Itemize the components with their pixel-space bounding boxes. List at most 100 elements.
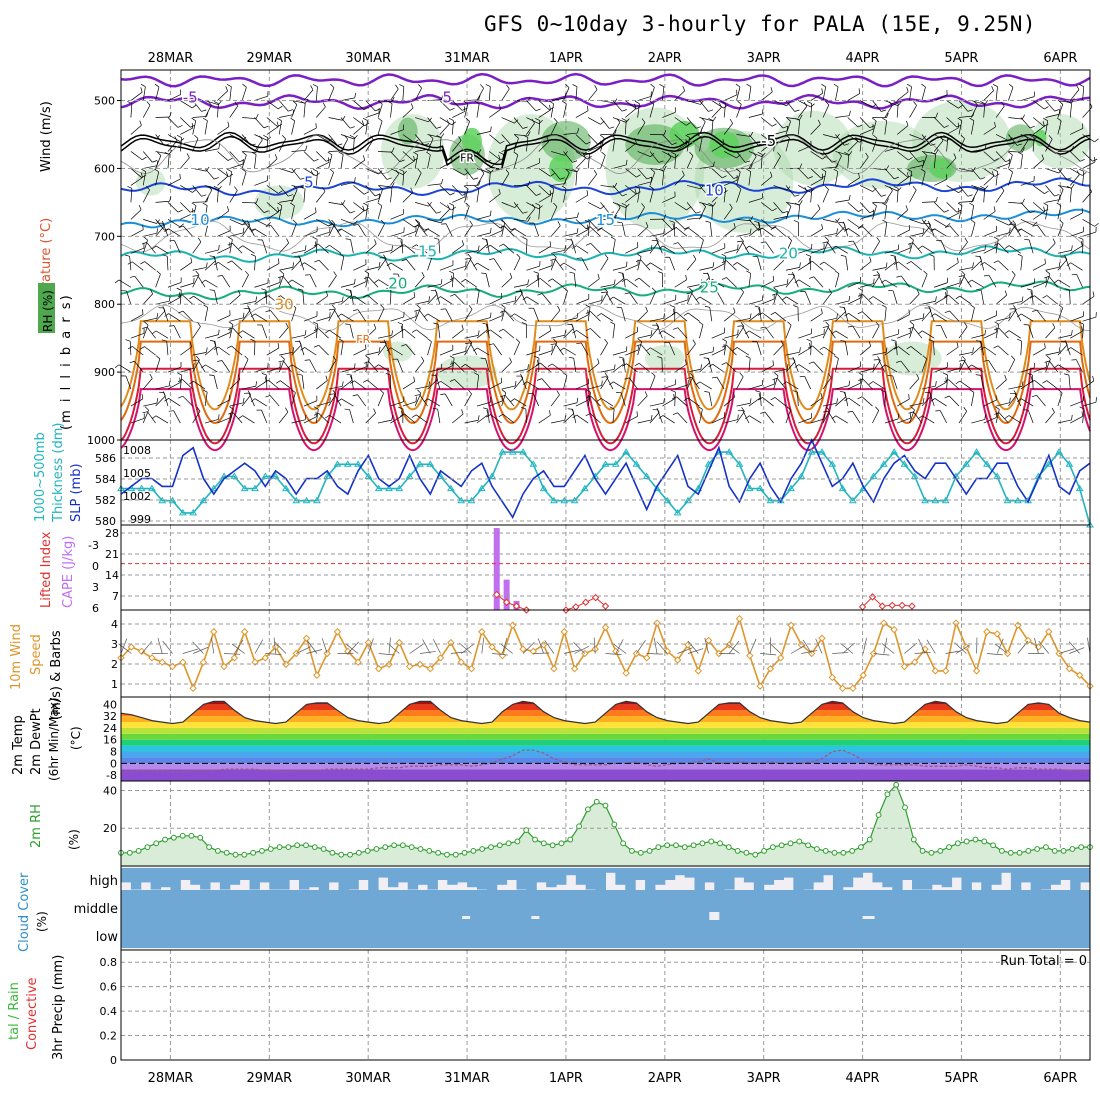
wind-barb-feather: [1059, 219, 1064, 224]
rh2m-marker: [267, 846, 274, 852]
wind-barb: [427, 293, 438, 305]
wind-barb: [708, 358, 713, 373]
wind-barb-feather: [510, 313, 515, 317]
wind-barb-feather: [807, 345, 813, 349]
wind-barb: [278, 411, 289, 424]
wind-barb-feather: [410, 103, 414, 109]
temp2m-tick-label: 32: [103, 710, 117, 723]
wind-barb: [315, 324, 319, 339]
wind-barb: [862, 294, 873, 305]
wind-barb-feather: [276, 295, 281, 299]
wind-barb: [872, 267, 887, 271]
wind-barb-feather: [755, 390, 761, 393]
wind-barb: [266, 347, 280, 356]
wind-barb: [414, 360, 425, 373]
date-label-bottom: 29MAR: [246, 1071, 292, 1086]
wind10-speed-line-marker: [890, 625, 898, 634]
wind-barb: [454, 294, 465, 305]
wind-barb-feather: [1071, 98, 1075, 103]
wind-barb-feather: [993, 327, 999, 331]
wind10-speed-line-marker: [436, 654, 445, 662]
wind-barb: [439, 117, 453, 126]
wind-barb: [640, 344, 651, 356]
wind10-barb: [432, 639, 441, 654]
wind-barb: [526, 350, 540, 356]
thickness-line-marker: [385, 484, 393, 492]
wind-barb: [130, 418, 145, 424]
wind-barb-feather: [238, 415, 243, 419]
wind-barb-feather: [391, 96, 395, 102]
wind-barb: [686, 100, 701, 105]
wind-barb-feather: [209, 289, 215, 291]
wind-barb: [1068, 375, 1071, 390]
wind-barb-feather: [305, 145, 308, 151]
wind-barb-feather: [834, 270, 840, 275]
wind-barb-feather: [799, 163, 803, 169]
wind-barb: [1057, 392, 1063, 407]
wind10-speed-line-marker: [426, 665, 434, 673]
wind-barb: [451, 140, 462, 152]
wind-barb-feather: [786, 406, 791, 411]
wind-barb-feather: [609, 381, 614, 386]
wind-barb: [773, 185, 787, 191]
cloud-high-bar: [684, 868, 695, 878]
wind-barb-feather: [329, 397, 331, 403]
wind-barb-feather: [712, 202, 717, 207]
wind-barb-feather: [228, 321, 234, 325]
wind-barb-feather: [601, 380, 603, 386]
rh2m-marker: [1016, 849, 1023, 856]
wind-barb: [600, 368, 615, 373]
wind-barb-feather: [178, 310, 184, 314]
wind10-tick-label: 4: [111, 618, 118, 631]
wind-barb: [452, 265, 466, 271]
wind10-speed-line-marker: [1075, 671, 1084, 679]
wind-barb: [1008, 245, 1021, 254]
wind-barb: [365, 412, 376, 424]
wind-barb: [204, 260, 216, 271]
wind-barb-feather: [695, 126, 701, 129]
wind-barb: [810, 313, 823, 322]
wind-barb: [193, 380, 206, 390]
wind-barb: [130, 177, 143, 186]
wind10-barb: [419, 651, 436, 654]
wind-barb: [291, 104, 298, 118]
wind-barb-feather: [681, 170, 685, 176]
wind10-barb: [141, 641, 153, 654]
wind-barb: [860, 368, 874, 373]
wind-barb-feather: [635, 185, 640, 189]
wind-barb: [785, 409, 791, 424]
wind-barb-feather: [1051, 407, 1055, 413]
wind-barb: [884, 100, 898, 107]
wind10-barb: [605, 653, 622, 655]
wind-barb: [1082, 134, 1095, 143]
cloud-gap: [531, 916, 540, 919]
wind-barb-feather: [972, 262, 974, 268]
temp-bands: [121, 701, 1090, 781]
wind-barb: [946, 117, 958, 128]
wind-barb-feather: [684, 359, 687, 365]
wind-barb: [575, 314, 589, 322]
cloud-high-bar: [654, 868, 666, 885]
wind-barb-feather: [536, 378, 542, 381]
wind-barb-feather: [395, 169, 399, 175]
wind10-barb: [481, 637, 485, 654]
wind-barb-feather: [527, 131, 531, 137]
wind10-speed-line-marker: [240, 628, 249, 636]
wind-barb: [884, 205, 887, 220]
wind-barb: [266, 137, 269, 152]
wind-barb-feather: [975, 255, 981, 258]
rh2m-marker: [584, 806, 591, 813]
wind-barb: [144, 261, 156, 271]
wind-barb-feather: [226, 84, 232, 87]
wind-barb: [280, 295, 292, 305]
wind-barb-feather: [337, 228, 342, 233]
wind-barb: [464, 335, 479, 339]
wind-barb: [452, 244, 464, 254]
wind-barb-feather: [192, 189, 197, 193]
wind-barb: [503, 243, 515, 254]
precip-tick-label: 0: [110, 1054, 117, 1067]
wind-barb: [266, 367, 281, 373]
wind-barb: [921, 86, 926, 101]
wind-barb-feather: [1029, 125, 1035, 129]
wind-barb-feather: [478, 94, 481, 100]
